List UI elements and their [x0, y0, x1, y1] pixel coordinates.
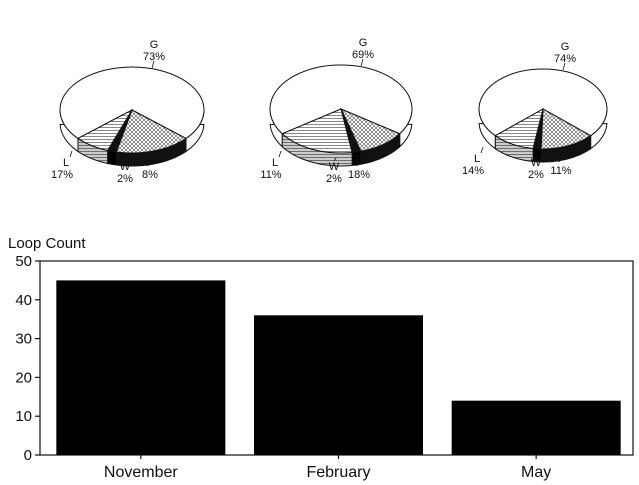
pie-2-slice-f — [281, 108, 353, 154]
y-tick-label-30: 30 — [15, 331, 32, 348]
pie-3-leader-f — [554, 150, 562, 154]
pie-3-value-f: 11% — [550, 165, 571, 177]
pie-3-label-l: L — [474, 153, 480, 165]
pie-3-slice-l — [540, 108, 592, 150]
pie-3-value-l: 14% — [462, 165, 484, 177]
pie-2-label-l: L — [272, 157, 278, 169]
pie-3-value-w: 2% — [528, 169, 544, 181]
pie-1-slice-f — [77, 108, 134, 152]
pie-2-slice-g — [269, 64, 413, 135]
pie-1-leader-w — [124, 157, 128, 162]
pie-2-leader-w — [333, 157, 337, 162]
pie-3-label-f: F — [558, 153, 565, 165]
y-tick-label-40: 40 — [15, 292, 32, 309]
pie-1-slice-l — [115, 109, 187, 154]
y-tick-label-50: 50 — [15, 253, 32, 270]
x-tick-label-may: May — [521, 464, 551, 481]
y-axis-label: Loop Count — [8, 235, 86, 252]
pie-2-label-f: F — [356, 157, 363, 169]
bar-may — [451, 400, 621, 455]
pie-3-label-g: G — [561, 41, 570, 53]
x-tick-label-november: November — [104, 464, 178, 481]
pie-2-label-g: G — [359, 37, 368, 49]
pie-1-slice-g — [59, 66, 205, 140]
pie-1-label-f: F — [147, 157, 154, 169]
pie-2-label-w: W — [329, 161, 340, 173]
pie-1-value-g: 73% — [143, 51, 165, 63]
pie-chart-2: G69% L11% W2% F18% — [260, 37, 413, 185]
pie-1-leader-g — [151, 60, 155, 69]
pie-charts: G73%L17%W2%F8%G69%L11%W2%F18%G74%L14%W2%… — [51, 37, 608, 185]
pie-1-label-w: W — [120, 161, 131, 173]
pie-2-value-f: 18% — [348, 169, 370, 181]
pie-3-leader-g — [562, 62, 566, 71]
pie-1-side-w — [107, 149, 117, 166]
bar-february — [253, 315, 424, 455]
y-tick-label-0: 0 — [24, 447, 32, 464]
pie-3-leader-w — [535, 153, 539, 158]
pie-3-label-w: W — [531, 157, 542, 169]
bar-november — [56, 280, 226, 455]
pie-2-value-l: 11% — [260, 169, 281, 181]
pie-1-leader-l — [69, 150, 73, 158]
bar-chart: Loop Count 0 10 20 30 40 50 November February M… — [8, 235, 634, 481]
y-tick-label-10: 10 — [15, 408, 32, 425]
pie-3-slice-f — [494, 107, 544, 150]
x-tick-label-february: February — [306, 464, 370, 481]
pie-1-label-l: L — [63, 157, 69, 169]
pie-chart-1: G73% L17% W2% F8% — [51, 39, 205, 185]
y-tick-label-20: 20 — [15, 369, 32, 386]
pie-1-leader-f — [143, 154, 151, 158]
pie-3-slice-g — [478, 68, 608, 137]
pie-2-leader-f — [352, 154, 360, 158]
pie-chart-3: G74% L14% W2% F11% — [462, 41, 608, 181]
pie-2-value-w: 2% — [326, 173, 342, 185]
pie-2-value-g: 69% — [352, 49, 374, 61]
pie-2-leader-l — [278, 150, 282, 158]
pie-2-leader-g — [360, 58, 364, 67]
pie-3-value-g: 74% — [554, 53, 576, 65]
pie-1-value-w: 2% — [117, 173, 133, 185]
pie-3-leader-l — [480, 146, 484, 154]
pie-1-value-l: 17% — [51, 169, 73, 181]
pie-1-label-g: G — [150, 39, 159, 51]
pie-1-value-f: 8% — [142, 169, 158, 181]
